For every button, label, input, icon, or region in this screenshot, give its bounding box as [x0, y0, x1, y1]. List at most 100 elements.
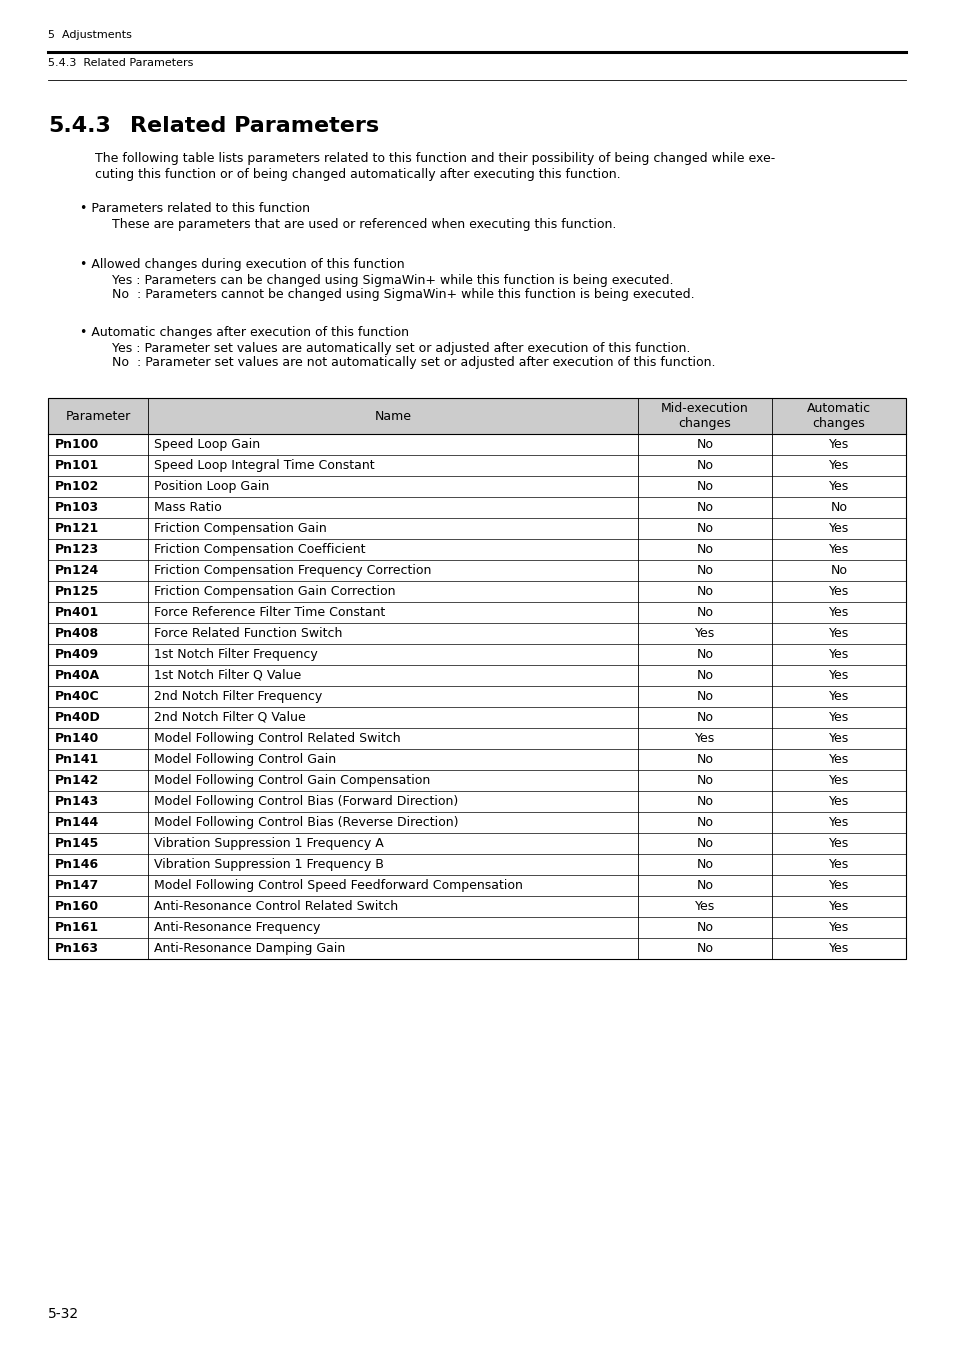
Text: Pn101: Pn101 — [55, 459, 99, 472]
Text: Yes: Yes — [828, 921, 848, 934]
Bar — [48, 398, 905, 433]
Text: Force Related Function Switch: Force Related Function Switch — [153, 626, 342, 640]
Text: Yes: Yes — [828, 459, 848, 472]
Text: Yes: Yes — [828, 900, 848, 913]
Text: No: No — [696, 711, 713, 724]
Text: Model Following Control Bias (Reverse Direction): Model Following Control Bias (Reverse Di… — [153, 815, 458, 829]
Text: No: No — [696, 942, 713, 954]
Text: Yes: Yes — [828, 481, 848, 493]
Text: No: No — [696, 921, 713, 934]
Text: Pn121: Pn121 — [55, 522, 99, 535]
Text: 5  Adjustments: 5 Adjustments — [48, 30, 132, 40]
Text: 5.4.3: 5.4.3 — [48, 116, 111, 136]
Text: Parameter: Parameter — [66, 409, 131, 423]
Text: Pn40C: Pn40C — [55, 690, 99, 703]
Text: Pn409: Pn409 — [55, 648, 99, 662]
Text: No  : Parameter set values are not automatically set or adjusted after execution: No : Parameter set values are not automa… — [112, 356, 715, 369]
Text: No: No — [696, 481, 713, 493]
Text: Pn123: Pn123 — [55, 543, 99, 556]
Text: cuting this function or of being changed automatically after executing this func: cuting this function or of being changed… — [95, 167, 620, 181]
Text: Model Following Control Bias (Forward Direction): Model Following Control Bias (Forward Di… — [153, 795, 457, 809]
Text: Pn102: Pn102 — [55, 481, 99, 493]
Text: Position Loop Gain: Position Loop Gain — [153, 481, 269, 493]
Text: Yes: Yes — [828, 585, 848, 598]
Text: Mid-execution
changes: Mid-execution changes — [660, 402, 748, 431]
Text: Pn145: Pn145 — [55, 837, 99, 850]
Text: No: No — [696, 648, 713, 662]
Text: Yes: Yes — [828, 437, 848, 451]
Text: No: No — [696, 879, 713, 892]
Text: Force Reference Filter Time Constant: Force Reference Filter Time Constant — [153, 606, 385, 620]
Text: No: No — [696, 522, 713, 535]
Text: Pn100: Pn100 — [55, 437, 99, 451]
Text: No: No — [696, 753, 713, 765]
Text: Yes: Yes — [694, 626, 715, 640]
Text: Automatic
changes: Automatic changes — [806, 402, 870, 431]
Text: No: No — [696, 837, 713, 850]
Text: Yes: Yes — [828, 753, 848, 765]
Text: Pn144: Pn144 — [55, 815, 99, 829]
Text: Related Parameters: Related Parameters — [130, 116, 378, 136]
Text: No: No — [696, 774, 713, 787]
Text: No: No — [696, 859, 713, 871]
Text: Pn141: Pn141 — [55, 753, 99, 765]
Text: Yes: Yes — [828, 670, 848, 682]
Text: Pn103: Pn103 — [55, 501, 99, 514]
Text: Anti-Resonance Damping Gain: Anti-Resonance Damping Gain — [153, 942, 345, 954]
Text: Yes: Yes — [828, 732, 848, 745]
Text: No  : Parameters cannot be changed using SigmaWin+ while this function is being : No : Parameters cannot be changed using … — [112, 288, 694, 301]
Text: No: No — [696, 501, 713, 514]
Text: Yes: Yes — [828, 626, 848, 640]
Text: 1st Notch Filter Frequency: 1st Notch Filter Frequency — [153, 648, 317, 662]
Text: Vibration Suppression 1 Frequency B: Vibration Suppression 1 Frequency B — [153, 859, 383, 871]
Text: No: No — [696, 543, 713, 556]
Text: Anti-Resonance Frequency: Anti-Resonance Frequency — [153, 921, 320, 934]
Text: Pn401: Pn401 — [55, 606, 99, 620]
Text: Model Following Control Related Switch: Model Following Control Related Switch — [153, 732, 400, 745]
Text: • Automatic changes after execution of this function: • Automatic changes after execution of t… — [80, 325, 409, 339]
Text: Yes: Yes — [828, 543, 848, 556]
Text: Yes: Yes — [828, 606, 848, 620]
Text: The following table lists parameters related to this function and their possibil: The following table lists parameters rel… — [95, 153, 775, 165]
Text: 5-32: 5-32 — [48, 1307, 79, 1322]
Text: Yes: Yes — [828, 859, 848, 871]
Text: Pn408: Pn408 — [55, 626, 99, 640]
Text: Pn40D: Pn40D — [55, 711, 101, 724]
Text: 1st Notch Filter Q Value: 1st Notch Filter Q Value — [153, 670, 301, 682]
Text: Pn146: Pn146 — [55, 859, 99, 871]
Text: Pn140: Pn140 — [55, 732, 99, 745]
Text: 2nd Notch Filter Frequency: 2nd Notch Filter Frequency — [153, 690, 322, 703]
Text: No: No — [830, 564, 846, 576]
Text: Mass Ratio: Mass Ratio — [153, 501, 221, 514]
Text: Friction Compensation Gain: Friction Compensation Gain — [153, 522, 327, 535]
Text: Yes: Yes — [694, 732, 715, 745]
Text: Pn40A: Pn40A — [55, 670, 100, 682]
Text: No: No — [696, 690, 713, 703]
Text: Yes: Yes — [828, 711, 848, 724]
Text: No: No — [696, 437, 713, 451]
Text: No: No — [696, 564, 713, 576]
Text: Pn125: Pn125 — [55, 585, 99, 598]
Text: No: No — [696, 585, 713, 598]
Text: Yes : Parameters can be changed using SigmaWin+ while this function is being exe: Yes : Parameters can be changed using Si… — [112, 274, 673, 288]
Text: Pn163: Pn163 — [55, 942, 99, 954]
Text: Yes: Yes — [828, 522, 848, 535]
Text: Yes: Yes — [828, 774, 848, 787]
Text: Yes: Yes — [828, 648, 848, 662]
Text: Pn161: Pn161 — [55, 921, 99, 934]
Text: Speed Loop Integral Time Constant: Speed Loop Integral Time Constant — [153, 459, 375, 472]
Text: Yes : Parameter set values are automatically set or adjusted after execution of : Yes : Parameter set values are automatic… — [112, 342, 690, 355]
Text: Pn142: Pn142 — [55, 774, 99, 787]
Text: No: No — [696, 459, 713, 472]
Text: Friction Compensation Gain Correction: Friction Compensation Gain Correction — [153, 585, 395, 598]
Text: Speed Loop Gain: Speed Loop Gain — [153, 437, 260, 451]
Text: No: No — [696, 815, 713, 829]
Text: Model Following Control Speed Feedforward Compensation: Model Following Control Speed Feedforwar… — [153, 879, 522, 892]
Text: • Allowed changes during execution of this function: • Allowed changes during execution of th… — [80, 258, 404, 271]
Text: Yes: Yes — [828, 837, 848, 850]
Text: No: No — [830, 501, 846, 514]
Text: These are parameters that are used or referenced when executing this function.: These are parameters that are used or re… — [112, 217, 616, 231]
Text: Yes: Yes — [828, 879, 848, 892]
Text: Yes: Yes — [828, 690, 848, 703]
Text: Yes: Yes — [828, 815, 848, 829]
